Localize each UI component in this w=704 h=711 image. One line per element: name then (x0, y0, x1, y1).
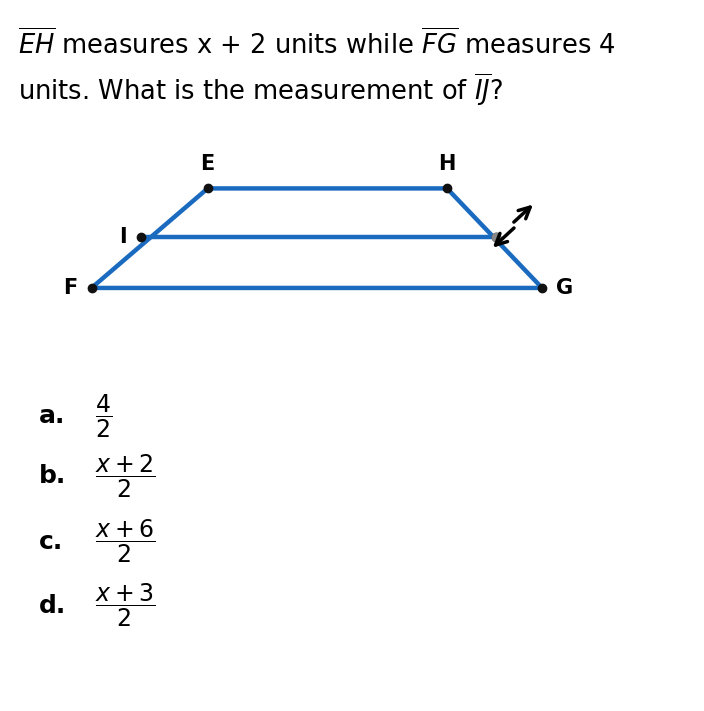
Text: I: I (119, 227, 127, 247)
Text: $\dfrac{x+6}{2}$: $\dfrac{x+6}{2}$ (95, 518, 156, 565)
Text: $\dfrac{x+3}{2}$: $\dfrac{x+3}{2}$ (95, 582, 156, 629)
Text: d.: d. (39, 594, 66, 618)
Text: $\dfrac{x+2}{2}$: $\dfrac{x+2}{2}$ (95, 453, 156, 500)
Text: $\overline{EH}$ measures x + 2 units while $\overline{FG}$ measures 4: $\overline{EH}$ measures x + 2 units whi… (18, 28, 615, 59)
Text: $\dfrac{4}{2}$: $\dfrac{4}{2}$ (95, 392, 112, 439)
Text: E: E (201, 154, 215, 174)
Text: b.: b. (39, 464, 66, 488)
Text: G: G (556, 278, 573, 298)
Text: c.: c. (39, 530, 63, 554)
Text: F: F (63, 278, 77, 298)
Text: units. What is the measurement of $\overline{IJ}$?: units. What is the measurement of $\over… (18, 71, 503, 108)
Text: a.: a. (39, 404, 65, 428)
Text: H: H (439, 154, 455, 174)
